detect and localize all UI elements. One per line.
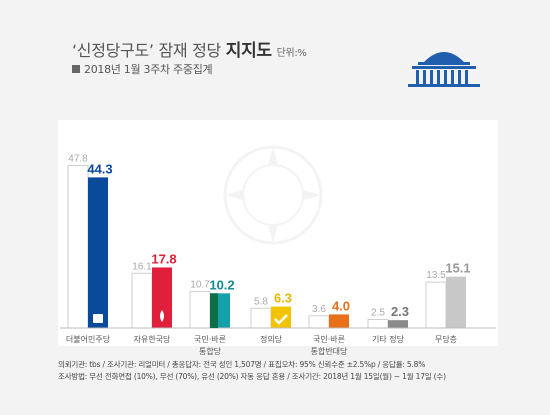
chart-title: ‘신정당구도’ 잠재 정당 지지도 단위:% [72, 36, 307, 61]
assembly-seal-watermark-icon [223, 145, 323, 245]
torch-logo-icon [160, 310, 164, 322]
bar-previous [131, 272, 153, 329]
check-logo-icon [274, 314, 288, 325]
bar-current [152, 267, 172, 328]
bar-previous [250, 307, 272, 329]
national-assembly-icon [408, 52, 480, 87]
value-label-previous: 47.8 [68, 153, 88, 164]
value-label-previous: 3.6 [312, 304, 326, 315]
title-mid: 잠재 정당 [153, 41, 226, 60]
value-label-current: 4.0 [332, 298, 350, 313]
bar-current [329, 314, 349, 328]
value-label-current: 17.8 [151, 251, 176, 266]
value-label-current: 15.1 [445, 261, 470, 276]
footer-notes: 의뢰기관: tbs / 조사기관: 리얼미터 / 총응답자: 전국 성인 1,5… [58, 359, 446, 383]
bar-current [446, 276, 466, 328]
footer-line-2: 조사방법: 무선 전화면접 (10%), 무선 (70%), 유선 (20%) … [58, 372, 446, 381]
square-bullet-icon [72, 65, 80, 73]
bar-current [271, 306, 291, 328]
title-strong: 지지도 [225, 41, 272, 61]
title-quoted: ‘신정당구도’ [72, 41, 154, 60]
subtitle-text: 2018년 1월 3주차 주중집계 [84, 63, 213, 76]
category-label: 통합당 [199, 346, 222, 356]
bar-previous [67, 164, 89, 329]
value-label-previous: 10.7 [190, 280, 210, 291]
category-label: 무당층 [435, 334, 457, 344]
category-label: 기타 정당 [372, 334, 405, 344]
bar-previous [189, 291, 211, 329]
value-label-current: 2.3 [391, 304, 409, 319]
category-label: 정의당 [260, 334, 283, 344]
category-label: 통합반대당 [311, 346, 348, 356]
category-label: 국민·바른 [313, 334, 345, 344]
value-label-current: 44.3 [87, 161, 112, 176]
value-label-previous: 2.5 [371, 308, 385, 319]
category-label: 더불어민주당 [66, 334, 111, 344]
category-label: 국민·바른 [194, 334, 226, 344]
value-label-previous: 16.1 [132, 261, 152, 272]
bar-previous [308, 315, 330, 329]
value-label-current: 10.2 [209, 277, 234, 292]
bar-current-accent [210, 293, 218, 328]
bar-previous [367, 319, 389, 329]
bar-current [388, 320, 408, 328]
chart-header: ‘신정당구도’ 잠재 정당 지지도 단위:% 2018년 1월 3주차 주중집계 [0, 0, 550, 120]
unit-label: 단위:% [276, 48, 307, 59]
chart-subtitle: 2018년 1월 3주차 주중집계 [72, 61, 213, 77]
value-label-previous: 13.5 [426, 270, 446, 281]
value-label-previous: 5.8 [254, 296, 268, 307]
bar-previous [425, 281, 447, 329]
bar-current [88, 177, 108, 328]
minju-logo-icon [93, 314, 103, 323]
category-label: 자유한국당 [134, 334, 171, 344]
footer-line-1: 의뢰기관: tbs / 조사기관: 리얼미터 / 총응답자: 전국 성인 1,5… [58, 360, 426, 369]
value-label-current: 6.3 [274, 291, 292, 306]
